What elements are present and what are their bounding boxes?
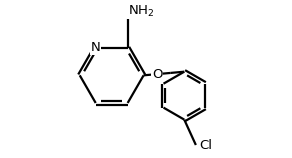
Text: N: N	[91, 41, 100, 54]
Text: Cl: Cl	[199, 139, 212, 152]
Text: NH$_2$: NH$_2$	[128, 4, 154, 19]
Text: O: O	[152, 68, 162, 81]
